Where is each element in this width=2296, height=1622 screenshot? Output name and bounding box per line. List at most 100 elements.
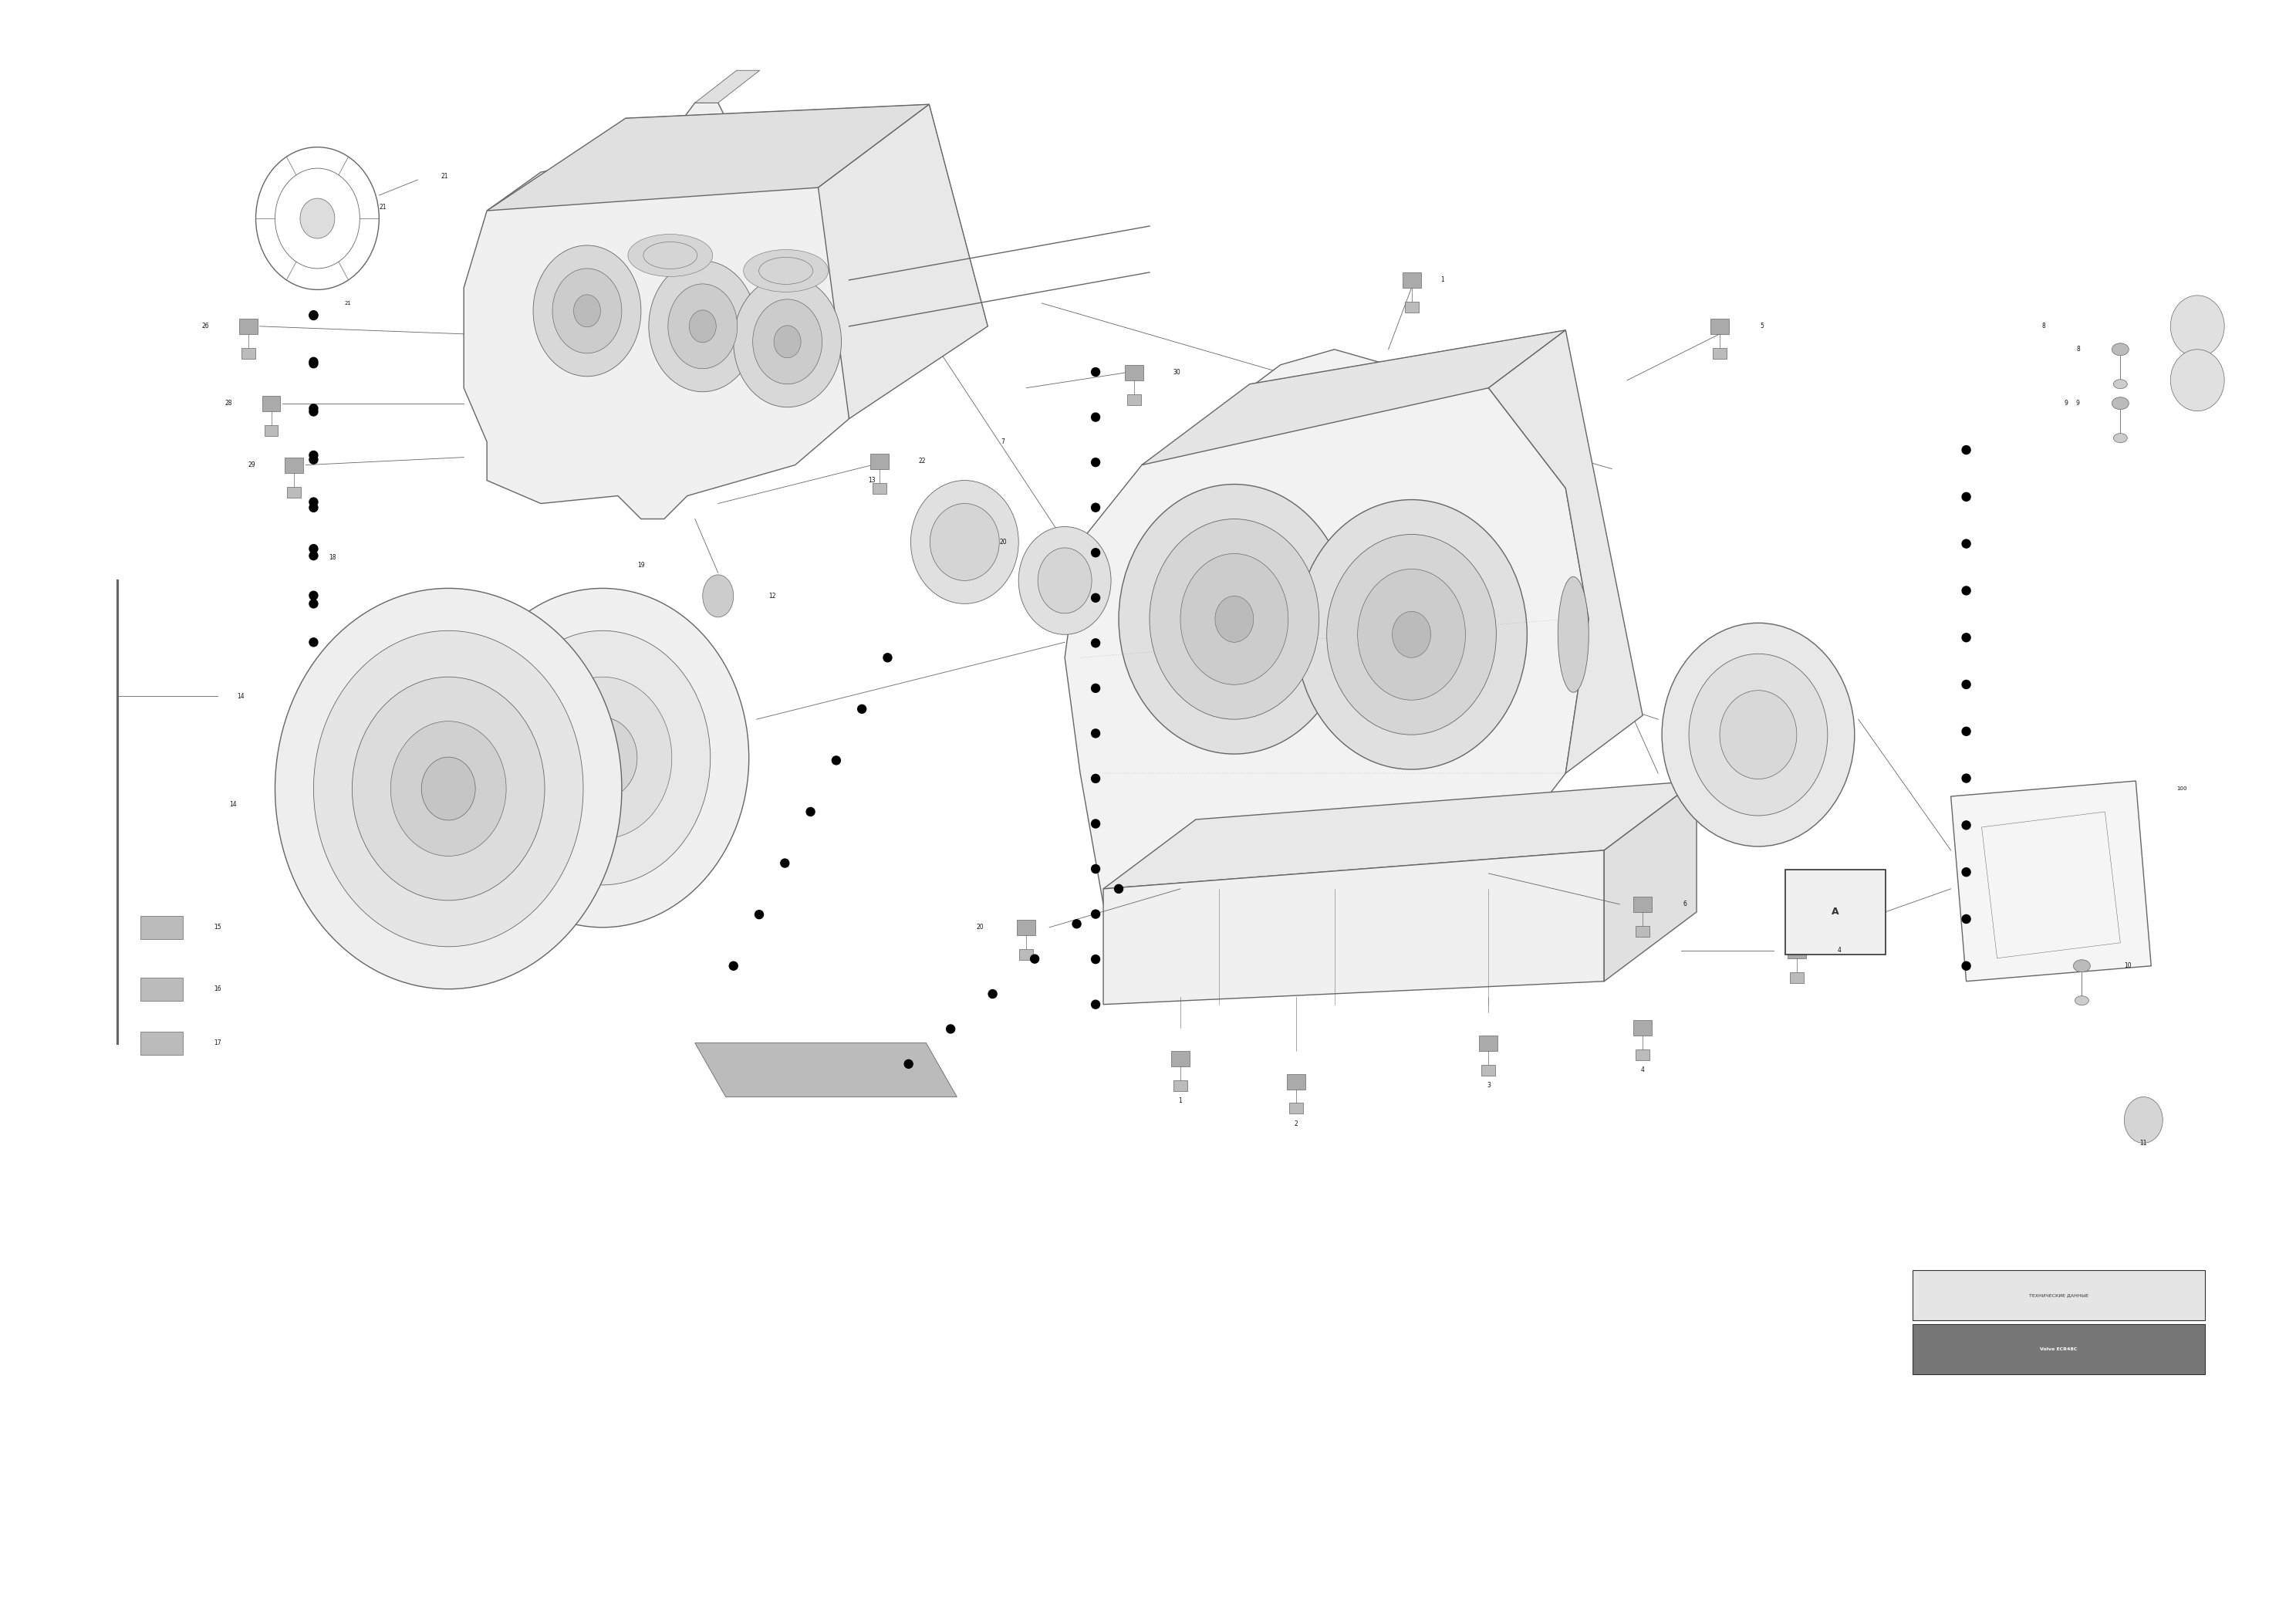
Bar xyxy=(1173,1080,1187,1090)
Text: 20: 20 xyxy=(976,925,983,931)
Ellipse shape xyxy=(315,631,583,947)
Polygon shape xyxy=(1141,331,1566,466)
Circle shape xyxy=(1091,684,1100,693)
Ellipse shape xyxy=(627,234,712,277)
Circle shape xyxy=(1091,1001,1100,1009)
Circle shape xyxy=(310,545,317,553)
Bar xyxy=(241,347,255,358)
Ellipse shape xyxy=(753,300,822,384)
Bar xyxy=(1913,1324,2204,1374)
Ellipse shape xyxy=(2076,996,2089,1006)
Ellipse shape xyxy=(1180,553,1288,684)
Circle shape xyxy=(831,756,840,764)
Circle shape xyxy=(310,357,317,367)
Text: A: A xyxy=(1832,907,1839,916)
Bar xyxy=(1789,942,1807,959)
Bar xyxy=(1632,897,1651,912)
Ellipse shape xyxy=(930,503,999,581)
Ellipse shape xyxy=(668,284,737,368)
Polygon shape xyxy=(487,104,930,211)
Ellipse shape xyxy=(2170,295,2225,357)
Ellipse shape xyxy=(1357,569,1465,701)
Ellipse shape xyxy=(1150,519,1318,719)
Circle shape xyxy=(310,451,317,459)
Text: 1: 1 xyxy=(1178,1098,1182,1105)
Circle shape xyxy=(310,503,317,513)
Bar xyxy=(1635,1049,1649,1059)
Circle shape xyxy=(1963,587,1970,595)
Text: ТЕХНИЧЕСКИЕ ДАННЫЕ: ТЕХНИЧЕСКИЕ ДАННЫЕ xyxy=(2030,1293,2089,1298)
Ellipse shape xyxy=(2073,960,2089,972)
Circle shape xyxy=(781,860,790,868)
Bar xyxy=(1481,1064,1495,1075)
Ellipse shape xyxy=(1038,548,1093,613)
Bar xyxy=(1403,272,1421,287)
Bar xyxy=(1479,1035,1497,1051)
Bar xyxy=(1635,926,1649,936)
Bar xyxy=(1171,1051,1189,1066)
Text: 8: 8 xyxy=(2076,345,2080,354)
Circle shape xyxy=(1031,955,1038,963)
Bar xyxy=(1913,1270,2204,1320)
Bar xyxy=(1288,1103,1302,1114)
Text: 3: 3 xyxy=(1488,1082,1490,1088)
Ellipse shape xyxy=(533,676,673,839)
Circle shape xyxy=(1963,540,1970,548)
Text: 14: 14 xyxy=(230,801,236,808)
Circle shape xyxy=(1072,920,1081,928)
Bar xyxy=(285,457,303,472)
Bar xyxy=(1019,949,1033,960)
Circle shape xyxy=(1091,594,1100,602)
Circle shape xyxy=(310,592,317,600)
Text: 100: 100 xyxy=(2177,787,2188,792)
Bar xyxy=(1127,394,1141,406)
Circle shape xyxy=(1091,955,1100,963)
Circle shape xyxy=(1091,548,1100,556)
Circle shape xyxy=(310,600,317,608)
Circle shape xyxy=(1963,680,1970,689)
Ellipse shape xyxy=(1662,623,1855,847)
Bar xyxy=(870,454,889,469)
Ellipse shape xyxy=(1295,500,1527,769)
Ellipse shape xyxy=(703,574,732,618)
Polygon shape xyxy=(817,104,987,418)
Text: 21: 21 xyxy=(344,300,351,305)
Polygon shape xyxy=(1952,780,2151,981)
Circle shape xyxy=(310,404,317,412)
Circle shape xyxy=(1091,910,1100,918)
Ellipse shape xyxy=(1690,654,1828,816)
Ellipse shape xyxy=(732,276,840,407)
Bar xyxy=(872,483,886,493)
Text: 2: 2 xyxy=(1295,1121,1297,1127)
Ellipse shape xyxy=(422,757,475,821)
Circle shape xyxy=(1091,819,1100,827)
Circle shape xyxy=(1091,503,1100,513)
Text: 7: 7 xyxy=(1001,438,1006,446)
Circle shape xyxy=(1091,774,1100,783)
Bar xyxy=(239,318,257,334)
Polygon shape xyxy=(464,102,850,519)
Bar xyxy=(1632,1020,1651,1035)
Ellipse shape xyxy=(533,245,641,376)
Text: 29: 29 xyxy=(248,462,255,469)
Circle shape xyxy=(1963,868,1970,876)
Circle shape xyxy=(310,498,317,506)
Bar xyxy=(140,1032,184,1054)
Ellipse shape xyxy=(1118,485,1350,754)
Circle shape xyxy=(1963,774,1970,782)
Text: 5: 5 xyxy=(1761,323,1763,329)
Text: 28: 28 xyxy=(225,401,232,407)
Circle shape xyxy=(310,407,317,415)
Bar xyxy=(1791,972,1805,983)
Circle shape xyxy=(1114,884,1123,894)
Circle shape xyxy=(1963,493,1970,501)
Text: 22: 22 xyxy=(918,457,925,464)
Ellipse shape xyxy=(2112,380,2128,389)
Ellipse shape xyxy=(457,589,748,928)
Circle shape xyxy=(1963,633,1970,642)
Ellipse shape xyxy=(2170,349,2225,410)
Text: Volvo ECR48C: Volvo ECR48C xyxy=(2041,1346,2078,1351)
Ellipse shape xyxy=(912,480,1019,603)
Circle shape xyxy=(806,808,815,816)
Text: 6: 6 xyxy=(1683,900,1688,908)
